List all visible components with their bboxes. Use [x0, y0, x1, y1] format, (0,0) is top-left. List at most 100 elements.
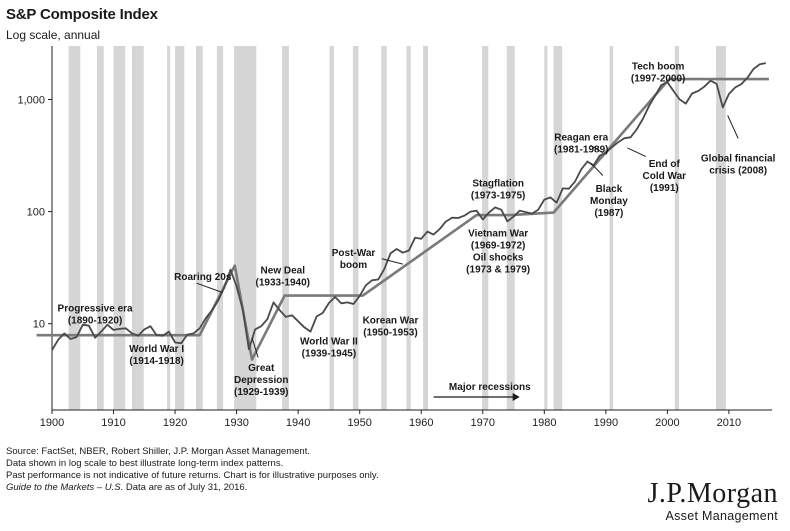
- annotation-line: (1929-1939): [234, 387, 288, 398]
- x-tick-label: 1900: [40, 417, 64, 429]
- chart-title: S&P Composite Index: [6, 6, 158, 23]
- recession-legend-label: Major recessions: [449, 382, 531, 393]
- annotation-label: New Deal (1933-1940): [256, 266, 310, 289]
- annotation-line: (1939-1945): [302, 349, 356, 360]
- recession-band: [674, 46, 680, 410]
- x-tick-label: 1990: [594, 417, 618, 429]
- annotation-line: (1973 & 1979): [466, 264, 530, 275]
- annotation-pointer: [196, 282, 223, 293]
- annotation-pointer: [727, 115, 739, 139]
- recession-band: [282, 46, 289, 410]
- annotation-line: Vietnam War: [468, 228, 528, 239]
- index-series-line: [51, 62, 766, 351]
- recession-band: [352, 46, 359, 410]
- annotation-label: Stagflation (1973-1975): [471, 178, 525, 201]
- annotation-line: crisis (2008): [709, 165, 767, 176]
- recession-band: [96, 46, 104, 410]
- annotation-line: Great: [248, 363, 275, 374]
- x-tick-label: 1960: [409, 417, 433, 429]
- footer-guide-date: Data are as of July 31, 2016.: [123, 482, 248, 493]
- annotation-line: Black: [596, 184, 623, 195]
- recession-band: [68, 46, 81, 410]
- footer-note-disclaimer: Past performance is not indicative of fu…: [6, 470, 379, 481]
- recession-bands: [68, 46, 726, 410]
- annotation-label: Tech boom (1997-2000): [631, 62, 685, 85]
- x-tick-label: 1930: [224, 417, 248, 429]
- recession-band: [506, 46, 515, 410]
- annotation-line: Korean War: [363, 316, 419, 327]
- x-tick-label: 1980: [532, 417, 556, 429]
- annotation-label: Korean War (1950-1953): [363, 316, 419, 339]
- annotation-label: Progressive era (1890-1920): [58, 304, 133, 327]
- x-tick-label: 1970: [471, 417, 495, 429]
- annotation-label: World War II (1939-1945): [300, 337, 358, 360]
- annotation-line: (1991): [650, 183, 679, 194]
- annotation-pointer: [590, 144, 604, 154]
- annotation-line: World War II: [300, 337, 358, 348]
- annotation-line: (1973-1975): [471, 190, 525, 201]
- annotation-line: Reagan era: [554, 133, 608, 144]
- recession-band: [381, 46, 387, 410]
- annotation-label: Vietnam War (1969-1972) Oil shocks (1973 & …: [466, 228, 530, 275]
- recession-band: [553, 46, 563, 410]
- annotation-line: (1969-1972): [471, 240, 525, 251]
- annotation-line: boom: [340, 260, 367, 271]
- series-lines: [51, 62, 766, 351]
- x-tick-label: 2000: [655, 417, 679, 429]
- recession-band: [544, 46, 548, 410]
- recession-band: [113, 46, 126, 410]
- recession-band: [132, 46, 144, 410]
- recession-band: [167, 46, 171, 410]
- recession-legend-arrow-head: [512, 393, 520, 401]
- recession-band: [329, 46, 334, 410]
- x-tick-label: 1920: [163, 417, 187, 429]
- annotation-line: (1981-1989): [554, 145, 608, 156]
- annotation-label: Roaring 20s: [174, 272, 232, 283]
- footer-guide: Guide to the Markets – U.S. Data are as …: [6, 482, 379, 494]
- annotation-line: (1890-1920): [68, 316, 122, 327]
- footer-notes: Source: FactSet, NBER, Robert Shiller, J…: [6, 446, 379, 494]
- x-tick-label: 1950: [347, 417, 371, 429]
- x-tick-label: 2010: [717, 417, 741, 429]
- annotation-line: Depression: [234, 375, 288, 386]
- recession-band: [216, 46, 224, 410]
- brand-name: J.P.Morgan: [647, 478, 778, 509]
- axes: 1900 1910 1920 1930 1940 1950 1960 1970 1980 1990…: [17, 46, 772, 429]
- brand-logo: J.P.Morgan Asset Management: [647, 478, 778, 524]
- footer-source: Source: FactSet, NBER, Robert Shiller, J…: [6, 446, 310, 457]
- recession-band: [175, 46, 185, 410]
- recession-band: [716, 46, 726, 410]
- annotation-line: (1950-1953): [363, 328, 417, 339]
- recession-band: [196, 46, 203, 410]
- annotation-line: Tech boom: [632, 62, 685, 73]
- annotation-line: (1914-1918): [129, 356, 183, 367]
- annotation-label: Global financial crisis (2008): [701, 153, 776, 176]
- annotation-line: Cold War: [643, 171, 687, 182]
- annotation-line: (1997-2000): [631, 74, 685, 85]
- y-tick-label: 100: [27, 207, 45, 219]
- annotation-label: Reagan era (1981-1989): [554, 133, 609, 156]
- y-tick-label: 1,000: [17, 94, 45, 106]
- annotation-line: (1987): [594, 208, 623, 219]
- recession-band: [609, 46, 614, 410]
- annotation-label: Post-War boom: [332, 248, 376, 271]
- annotation-line: Roaring 20s: [174, 272, 232, 283]
- brand-division: Asset Management: [665, 509, 778, 523]
- annotation-pointer: [627, 147, 647, 157]
- annotation-line: New Deal: [261, 266, 306, 277]
- annotation-line: End of: [649, 159, 681, 170]
- annotation-label: Great Depression (1929-1939): [234, 363, 288, 398]
- recession-band: [482, 46, 489, 410]
- annotation-line: (1933-1940): [256, 278, 310, 289]
- recession-band: [406, 46, 411, 410]
- annotation-label: World War I (1914-1918): [129, 344, 184, 367]
- annotation-line: Stagflation: [472, 178, 524, 189]
- chart-subtitle: Log scale, annual: [6, 28, 101, 42]
- annotation-line: Oil shocks: [473, 252, 524, 263]
- annotation-label: End of Cold War (1991): [643, 159, 687, 194]
- footer-guide-title: Guide to the Markets – U.S.: [6, 482, 124, 493]
- x-tick-label: 1940: [286, 417, 310, 429]
- recession-legend: Major recessions: [433, 382, 531, 401]
- recession-band: [423, 46, 428, 410]
